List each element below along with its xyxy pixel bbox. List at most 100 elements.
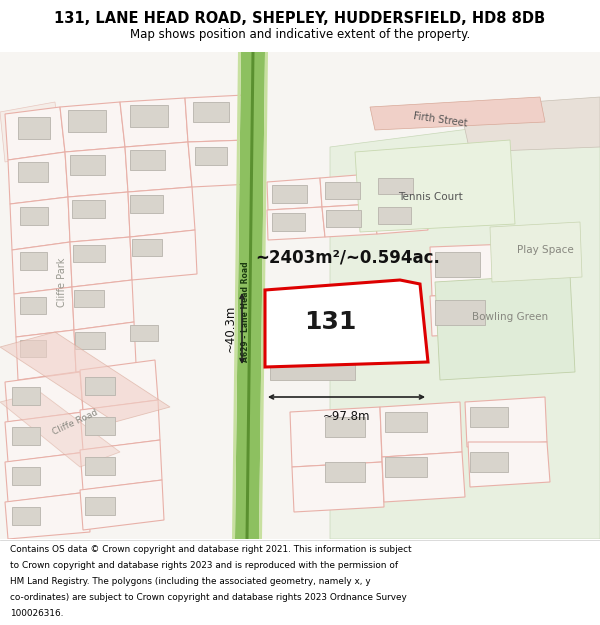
Bar (132, 239, 162, 256)
Bar (18, 162, 48, 182)
Bar (18, 117, 50, 139)
Polygon shape (430, 244, 512, 296)
Polygon shape (465, 397, 547, 447)
Polygon shape (430, 292, 514, 336)
Polygon shape (0, 102, 60, 162)
Polygon shape (290, 407, 382, 467)
Polygon shape (80, 480, 164, 530)
Polygon shape (380, 402, 462, 457)
Polygon shape (5, 452, 88, 502)
Polygon shape (130, 230, 197, 280)
Text: Cliffe Park: Cliffe Park (57, 258, 67, 307)
Polygon shape (14, 287, 74, 337)
Bar (12, 427, 40, 445)
Polygon shape (5, 107, 65, 160)
Text: Map shows position and indicative extent of the property.: Map shows position and indicative extent… (130, 28, 470, 41)
Polygon shape (0, 52, 300, 132)
Polygon shape (490, 222, 582, 282)
Bar (20, 207, 48, 225)
Polygon shape (5, 412, 86, 462)
Text: co-ordinates) are subject to Crown copyright and database rights 2023 Ordnance S: co-ordinates) are subject to Crown copyr… (10, 592, 407, 602)
Text: Tennis Court: Tennis Court (398, 192, 463, 202)
Bar (20, 297, 46, 314)
Text: HM Land Registry. The polygons (including the associated geometry, namely x, y: HM Land Registry. The polygons (includin… (10, 577, 371, 586)
Bar (272, 185, 307, 203)
Text: to Crown copyright and database rights 2023 and is reproduced with the permissio: to Crown copyright and database rights 2… (10, 561, 398, 570)
Bar (325, 417, 365, 437)
Polygon shape (16, 330, 76, 380)
Polygon shape (128, 187, 195, 237)
Bar (20, 340, 46, 357)
Bar (435, 300, 485, 325)
Bar (85, 457, 115, 475)
Polygon shape (235, 52, 265, 539)
Text: 131: 131 (304, 310, 356, 334)
Bar (325, 182, 360, 199)
Polygon shape (5, 492, 90, 539)
Polygon shape (370, 170, 424, 204)
Text: 100026316.: 100026316. (10, 609, 64, 618)
Polygon shape (265, 280, 428, 367)
Polygon shape (267, 178, 322, 210)
Polygon shape (370, 97, 545, 130)
Text: Play Space: Play Space (517, 245, 574, 255)
Bar (470, 452, 508, 472)
Polygon shape (0, 332, 170, 422)
Text: ~40.3m: ~40.3m (223, 304, 236, 352)
Polygon shape (80, 360, 158, 410)
Polygon shape (322, 204, 377, 237)
Polygon shape (60, 102, 125, 152)
Bar (270, 294, 335, 326)
Polygon shape (68, 192, 130, 242)
Text: ~2403m²/~0.594ac.: ~2403m²/~0.594ac. (256, 248, 440, 266)
Polygon shape (468, 442, 550, 487)
Polygon shape (80, 400, 160, 450)
Polygon shape (292, 462, 384, 512)
Bar (378, 207, 411, 224)
Bar (326, 210, 361, 227)
Bar (73, 245, 105, 262)
Polygon shape (80, 440, 162, 490)
Text: Bowling Green: Bowling Green (472, 312, 548, 322)
Polygon shape (382, 452, 465, 502)
Polygon shape (185, 95, 248, 142)
Polygon shape (330, 112, 600, 539)
Polygon shape (72, 280, 134, 330)
Bar (195, 147, 227, 165)
Bar (270, 342, 355, 380)
Bar (385, 412, 427, 432)
Bar (130, 105, 168, 127)
Polygon shape (188, 140, 252, 187)
Polygon shape (0, 392, 120, 467)
Bar (70, 155, 105, 175)
Polygon shape (245, 52, 254, 539)
Bar (72, 200, 105, 218)
Bar (68, 110, 106, 132)
Bar (75, 332, 105, 349)
Polygon shape (74, 322, 136, 372)
Polygon shape (232, 52, 241, 539)
Text: ~97.8m: ~97.8m (322, 410, 370, 423)
Text: Contains OS data © Crown copyright and database right 2021. This information is : Contains OS data © Crown copyright and d… (10, 545, 412, 554)
Bar (130, 325, 158, 341)
Polygon shape (8, 152, 68, 204)
Bar (470, 407, 508, 427)
Bar (193, 102, 229, 122)
Bar (385, 457, 427, 477)
Bar (74, 290, 104, 307)
Bar (12, 507, 40, 525)
Text: 131, LANE HEAD ROAD, SHEPLEY, HUDDERSFIELD, HD8 8DB: 131, LANE HEAD ROAD, SHEPLEY, HUDDERSFIE… (55, 11, 545, 26)
Polygon shape (267, 207, 325, 240)
Polygon shape (5, 372, 83, 422)
Polygon shape (435, 274, 575, 380)
Polygon shape (259, 52, 268, 539)
Text: A629 - Lane Head Road: A629 - Lane Head Road (241, 262, 250, 362)
Polygon shape (373, 200, 428, 234)
Polygon shape (65, 147, 128, 197)
Bar (85, 377, 115, 395)
Polygon shape (10, 197, 70, 250)
Bar (20, 252, 47, 270)
Polygon shape (70, 237, 132, 287)
Polygon shape (460, 97, 600, 152)
Bar (272, 213, 305, 231)
